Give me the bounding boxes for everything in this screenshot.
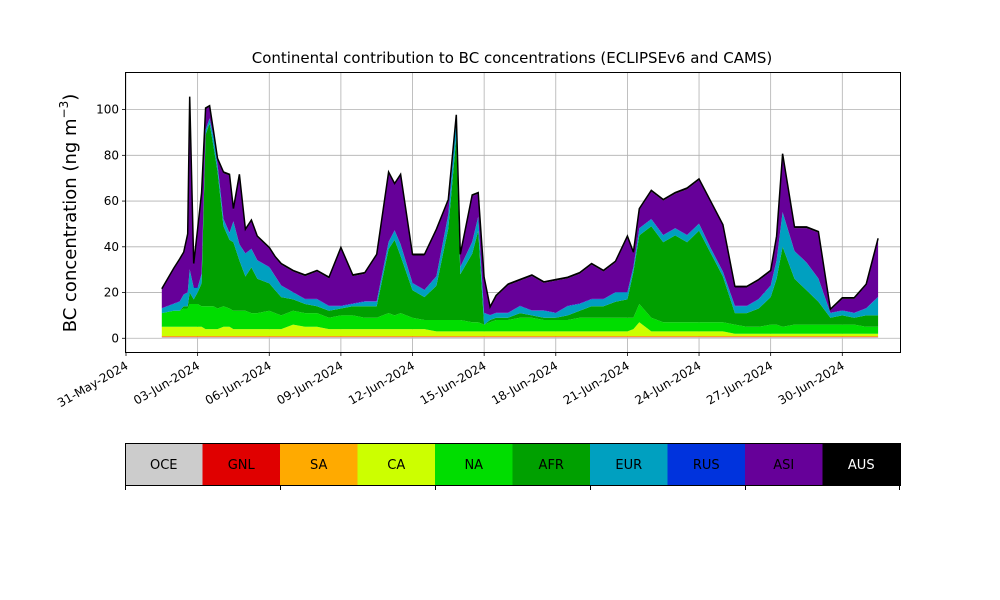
y-axis-label-close: ) xyxy=(60,94,81,101)
y-tick-label: 80 xyxy=(104,148,119,162)
legend-label-afr: AFR xyxy=(539,458,564,473)
legend-label-gnl: GNL xyxy=(228,458,256,473)
legend-swatch-oce xyxy=(125,443,203,485)
x-axis-ticks: 31-May-2024 03-Jun-2024 06-Jun-2024 09-Jun-… xyxy=(55,352,847,410)
x-tick-label: 31-May-2024 xyxy=(55,358,130,410)
x-tick-label: 09-Jun-2024 xyxy=(274,358,345,407)
legend-swatch-asi xyxy=(745,443,823,485)
y-tick-label: 0 xyxy=(111,331,119,345)
stacked-areas xyxy=(161,96,879,339)
legend-swatch-ca xyxy=(357,443,435,485)
total-outline xyxy=(161,96,879,311)
plot-frame xyxy=(125,72,901,353)
legend-label-aus: AUS xyxy=(848,458,875,473)
y-axis-label-main: BC concentration (ng m xyxy=(60,118,81,332)
y-tick-label: 100 xyxy=(96,103,119,117)
x-tick-label: 03-Jun-2024 xyxy=(131,358,202,407)
legend-swatch-na xyxy=(435,443,513,485)
legend-swatch-gnl xyxy=(202,443,280,485)
legend-label-oce: OCE xyxy=(150,458,178,473)
x-tick-label: 21-Jun-2024 xyxy=(561,358,632,407)
x-tick-label: 30-Jun-2024 xyxy=(776,358,847,407)
y-tick-label: 60 xyxy=(104,194,119,208)
legend-swatch-afr xyxy=(512,443,590,485)
legend-label-sa: SA xyxy=(310,458,327,473)
y-axis-ticks: 0 20 40 60 80 100 xyxy=(96,103,126,345)
x-tick-label: 27-Jun-2024 xyxy=(704,358,775,407)
legend-label-eur: EUR xyxy=(615,458,642,473)
x-tick-label: 15-Jun-2024 xyxy=(418,358,489,407)
area-series-asi xyxy=(161,97,879,315)
legend-swatch-sa xyxy=(280,443,358,485)
legend-colorbar: OCE GNL SA CA NA AFR EUR RUS ASI AUS xyxy=(125,443,901,490)
area-series-afr xyxy=(161,123,879,327)
y-axis-label: BC concentration (ng m−3) xyxy=(57,94,81,333)
legend-label-asi: ASI xyxy=(773,458,794,473)
x-tick-label: 12-Jun-2024 xyxy=(346,358,417,407)
x-tick-label: 06-Jun-2024 xyxy=(203,358,274,407)
y-tick-label: 20 xyxy=(104,286,119,300)
legend-label-na: NA xyxy=(464,458,483,473)
legend-swatch-eur xyxy=(590,443,668,485)
chart-title: Continental contribution to BC concentra… xyxy=(252,49,773,67)
legend-swatch-aus xyxy=(822,443,900,485)
area-series-sa xyxy=(161,336,879,337)
area-series-oce xyxy=(161,337,879,339)
y-tick-label: 40 xyxy=(104,240,119,254)
legend-swatch-rus xyxy=(667,443,745,485)
legend-frame xyxy=(125,443,901,486)
x-tick-label: 24-Jun-2024 xyxy=(633,358,704,407)
legend-label-rus: RUS xyxy=(693,458,720,473)
area-series-na xyxy=(161,304,879,334)
total-concentration-line xyxy=(161,96,879,311)
legend-label-ca: CA xyxy=(387,458,405,473)
y-axis-label-unit-exponent: −3 xyxy=(57,101,71,119)
x-tick-label: 18-Jun-2024 xyxy=(489,358,560,407)
area-series-ca xyxy=(161,322,879,336)
